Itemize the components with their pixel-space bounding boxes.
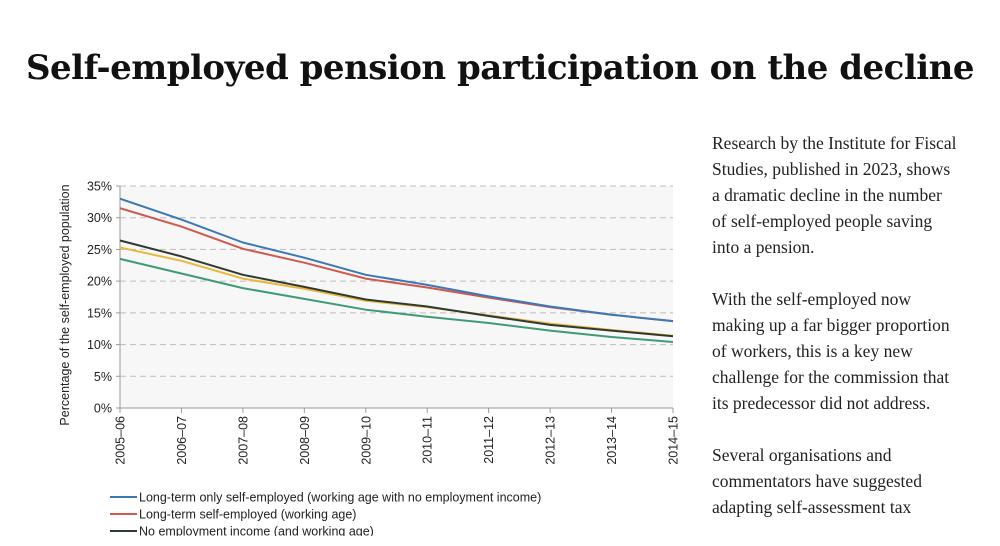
y-tick-labels: 0% 5% 10% 15% 20% 25% 30% 35% [87, 180, 112, 416]
legend-label: Long-term self-employed (working age) [139, 508, 356, 522]
x-tick-label: 2012–13 [544, 416, 558, 465]
y-tick-label: 5% [94, 370, 112, 384]
y-tick-label: 30% [87, 211, 112, 225]
chart-svg: 0%5%10%15%20%25%30%35% 2005–06 2006–07 200… [58, 180, 681, 537]
page-title: Self-employed pension participation on t… [25, 48, 975, 88]
series-line [119, 239, 674, 338]
x-tick-label: 2014–15 [667, 416, 681, 465]
x-tick-label: 2011–12 [482, 416, 496, 464]
series-lines [119, 197, 674, 343]
y-tick-label: 25% [87, 243, 112, 257]
x-tick-label: 2008–09 [298, 416, 312, 465]
y-tick-label: 15% [87, 306, 112, 320]
y-tick-label: 20% [87, 275, 112, 289]
x-tick-label: 2009–10 [359, 416, 373, 465]
legend-label: Long-term only self-employed (working ag… [139, 491, 541, 505]
legend-label: No employment income (and working age) [139, 525, 374, 537]
plot-background [120, 186, 673, 408]
x-tick-label: 2005–06 [114, 416, 128, 465]
legend: Long-term only self-employed (working ag… [110, 491, 541, 537]
x-tick-labels: 2005–06 2006–07 2007–08 2008–09 2009–10 2010–… [114, 416, 681, 465]
x-tick-label: 2013–14 [605, 416, 619, 465]
article-paragraph-3: Several organisations and commentators h… [712, 445, 922, 517]
y-axis-title: Percentage of the self-employed populati… [58, 184, 72, 425]
y-tick-label: 0% [94, 402, 112, 416]
x-tick-label: 2006–07 [175, 416, 189, 465]
article-text: Research by the Institute for Fiscal Stu… [712, 130, 957, 546]
y-tick-label: 35% [87, 180, 112, 194]
y-tick-label: 10% [87, 338, 112, 352]
x-tick-label: 2010–11 [421, 416, 435, 464]
series-line [119, 197, 674, 323]
article-paragraph-2: With the self-employed now making up a f… [712, 289, 950, 413]
gridlines [116, 185, 674, 413]
article-paragraph-1: Research by the Institute for Fiscal Stu… [712, 133, 957, 257]
pension-line-chart: 0% 5% 10% 15% 20% 25% 30% 35% 2005–06 2006–07 200… [50, 160, 700, 537]
x-tick-label: 2007–08 [236, 416, 250, 465]
series-line [119, 257, 674, 343]
